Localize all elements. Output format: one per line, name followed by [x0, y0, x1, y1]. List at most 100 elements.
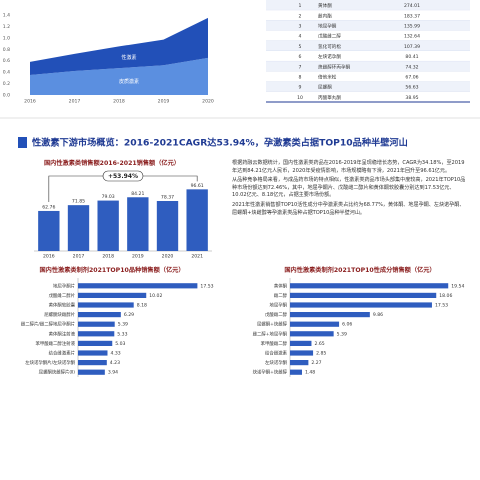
table-cell: 1	[299, 3, 302, 9]
table-row	[266, 0, 470, 11]
value-label: 4.33	[110, 351, 120, 357]
table-cell: 274.01	[404, 3, 420, 9]
y-tick-label: 0.2	[3, 81, 10, 87]
y-tick-label: 0.4	[3, 70, 10, 76]
bar	[186, 189, 208, 251]
bar	[290, 292, 437, 298]
table-row	[266, 91, 470, 102]
table-cell: 10	[297, 95, 303, 101]
x-tick-label: 2020	[202, 99, 214, 105]
value-label: 10.02	[149, 293, 162, 299]
table-row	[266, 40, 470, 51]
y-tick-label: 雌二醇	[274, 292, 288, 299]
y-tick-label: 左炔诺孕酮片/左炔诺孕酮	[25, 359, 75, 366]
bar	[290, 321, 340, 327]
bar	[78, 302, 134, 308]
value-label: 3.94	[108, 370, 118, 376]
value-label: 1.48	[305, 370, 315, 376]
bar	[78, 321, 115, 327]
y-tick-label: 0.8	[3, 47, 10, 53]
bar	[290, 331, 334, 337]
value-label: 5.33	[117, 331, 127, 337]
x-tick-label: 2017	[69, 99, 81, 105]
table-cell: 56.63	[405, 85, 418, 91]
table-row	[266, 20, 470, 31]
x-tick-label: 2021	[191, 254, 203, 260]
table-row	[266, 51, 470, 62]
chart-title: 国内性激素类制剂2021TOP10性成分销售额（亿元）	[284, 266, 435, 274]
y-tick-label: 炔诺孕酮+炔雌醇	[253, 369, 288, 376]
bar	[78, 292, 147, 298]
bar	[78, 350, 108, 356]
table-cell: 67.06	[405, 75, 418, 81]
section-title: 性激素下游市场概览：2016-2021CAGR达53.94%，孕激素类占据TOP…	[32, 137, 408, 149]
x-tick-label: 2020	[162, 254, 174, 260]
y-tick-label: 黄体酮	[274, 282, 288, 289]
table-cell: 氢化可的松	[318, 43, 341, 50]
value-label: 2.27	[311, 360, 321, 366]
value-label: 84.21	[131, 191, 144, 197]
x-tick-label: 2019	[132, 254, 144, 260]
table-row	[266, 10, 470, 21]
table-cell: 黄体酮	[318, 2, 332, 9]
table-cell: 3	[299, 24, 302, 30]
value-label: 18.06	[439, 293, 452, 299]
y-tick-label: 左炔诺孕酮	[265, 359, 288, 366]
table-cell: 80.41	[405, 54, 418, 60]
bar	[290, 312, 370, 318]
y-tick-label: 地屈孕酮	[269, 302, 287, 309]
area	[30, 17, 208, 75]
value-label: 5.39	[118, 322, 128, 328]
y-tick-label: 0.6	[3, 58, 10, 64]
x-tick-label: 2016	[43, 254, 55, 260]
table-cell: 107.39	[404, 44, 420, 50]
bar	[290, 283, 449, 289]
value-label: 96.61	[191, 183, 204, 189]
x-tick-label: 2017	[73, 254, 85, 260]
y-tick-label: 黄体酮注射液	[49, 330, 76, 337]
table-cell: 地屈孕酮	[318, 23, 337, 30]
table-cell: 7	[299, 64, 302, 70]
bar	[290, 369, 302, 375]
value-label: 71.85	[72, 199, 85, 205]
area-label: 皮质激素	[119, 78, 139, 85]
x-tick-label: 2019	[158, 99, 170, 105]
y-tick-label: 戊酸雌二醇	[265, 311, 288, 318]
value-label: 5.39	[337, 331, 347, 337]
value-label: 8.18	[137, 303, 147, 309]
table-cell: 屈螺酮	[318, 84, 332, 91]
y-tick-label: 苯甲酸雌二醇注射液	[35, 340, 75, 347]
paragraph: 从品种竞争格局来看，与成品药市场的特点相似，性激素类药品市场头部集中度较高，20…	[232, 177, 466, 199]
area	[30, 57, 208, 95]
value-label: 62.76	[42, 204, 55, 210]
table-cell: 132.64	[404, 34, 420, 40]
y-tick-label: 结合雌激素	[265, 350, 288, 357]
table-cell: 倍他米松	[318, 74, 337, 81]
bar	[78, 312, 121, 318]
y-tick-label: 结合雌激素片	[49, 350, 75, 357]
table-cell: 戊酸雌二醇	[318, 33, 341, 40]
bar	[67, 205, 90, 251]
y-tick-label: 1.2	[3, 24, 10, 30]
value-label: 6.29	[124, 312, 134, 318]
table-row	[266, 30, 470, 41]
bar	[78, 369, 105, 375]
bar	[78, 340, 113, 346]
paragraph: 根据药融云数据统计，国内性激素类药品在2016-2019年呈现稳增长态势，CAG…	[232, 160, 465, 174]
y-tick-label: 屈螺酮炔雌醇片(Ⅱ)	[39, 369, 76, 376]
table-cell: 38.95	[405, 95, 418, 101]
section-icon	[18, 137, 27, 148]
table-cell: 5	[299, 44, 302, 50]
value-label: 78.37	[161, 194, 174, 200]
value-label: 19.54	[451, 283, 464, 289]
table-cell: 9	[299, 85, 302, 91]
paragraph: 2021年性激素销售额TOP10活性成分中孕激素类占比约为68.77%，黄体酮、…	[232, 201, 465, 216]
bar	[290, 350, 314, 356]
table-cell: 雌内酯	[318, 12, 332, 19]
bar	[38, 210, 60, 251]
table-cell: 左炔诺孕酮	[318, 53, 341, 60]
y-tick-label: 雌二醇片/雌二醇地屈孕酮片	[21, 321, 75, 328]
bar	[290, 340, 312, 346]
bar	[78, 331, 115, 337]
